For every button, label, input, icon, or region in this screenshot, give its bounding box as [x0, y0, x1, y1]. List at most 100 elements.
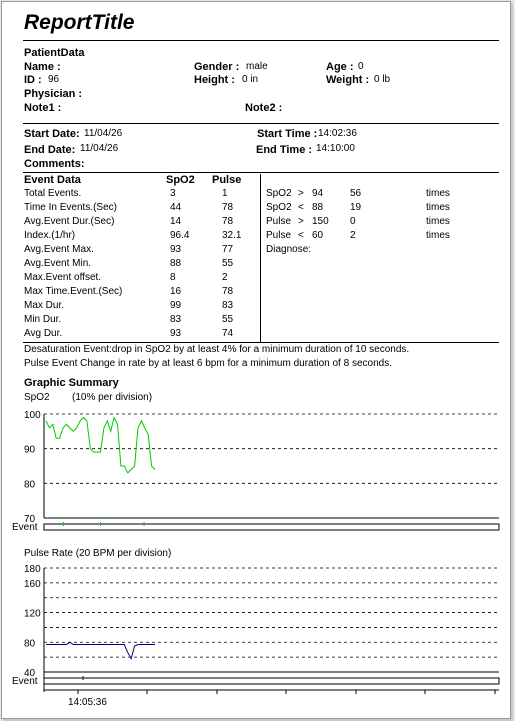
spo2-value-cell: 44	[170, 202, 182, 213]
threshold-param: Pulse	[266, 230, 292, 241]
spo2-value-cell: 93	[170, 328, 182, 339]
pulse-value-cell: 78	[222, 216, 234, 227]
chart-tick-label: 120	[24, 609, 41, 620]
threshold-operator: >	[298, 216, 304, 227]
table-separator	[260, 174, 261, 342]
chart-tick-label: 160	[24, 579, 41, 590]
end-time-value: 14:10:00	[316, 143, 355, 154]
desaturation-note: Desaturation Event:drop in SpO2 by at le…	[24, 344, 410, 355]
pulse-value-cell: 78	[222, 202, 234, 213]
threshold-count: 0	[350, 216, 356, 227]
threshold-param: SpO2	[266, 202, 292, 213]
pulse-value-cell: 55	[222, 314, 234, 325]
patient-section-label: PatientData	[24, 47, 85, 59]
pulse-chart-title: Pulse Rate (20 BPM per division)	[24, 548, 172, 559]
chart-tick-label: 80	[24, 638, 36, 649]
event-name-cell: Max Time.Event.(Sec)	[24, 286, 123, 297]
pulse-value-cell: 77	[222, 244, 234, 255]
id-value: 96	[48, 74, 60, 85]
threshold-value: 88	[312, 202, 324, 213]
physician-label: Physician :	[24, 88, 83, 100]
event-name-cell: Avg.Event Max.	[24, 244, 94, 255]
graphic-summary-label: Graphic Summary	[24, 377, 119, 389]
pulse-value-cell: 2	[222, 272, 228, 283]
start-date-value: 11/04/26	[84, 128, 123, 139]
spo2-value-cell: 16	[170, 286, 182, 297]
pulse-value-cell: 55	[222, 258, 234, 269]
chart-tick-label: 180	[24, 564, 41, 575]
start-date-label: Start Date:	[24, 128, 80, 140]
start-time-label: Start Time :	[257, 128, 318, 140]
spo2-chart-subtitle: (10% per division)	[72, 392, 153, 403]
id-label: ID :	[24, 74, 42, 86]
spo2-trace	[45, 416, 156, 474]
pulse-value-cell: 78	[222, 286, 234, 297]
threshold-count: 56	[350, 188, 362, 199]
end-time-label: End Time :	[256, 144, 313, 156]
threshold-count: 2	[350, 230, 356, 241]
pulse-value-cell: 1	[222, 188, 228, 199]
chart-tick-label: 80	[24, 479, 36, 490]
chart-tick-label: 90	[24, 445, 36, 456]
threshold-operator: >	[298, 188, 304, 199]
pulse-header: Pulse	[212, 174, 242, 186]
name-label: Name :	[24, 61, 61, 73]
pulse-value-cell: 74	[222, 328, 234, 339]
weight-value: 0 lb	[374, 74, 391, 85]
threshold-unit: times	[426, 216, 450, 227]
event-bar	[43, 523, 500, 531]
height-label: Height :	[194, 74, 235, 86]
comments-label: Comments:	[24, 158, 85, 170]
threshold-value: 60	[312, 230, 324, 241]
event-label: Event	[12, 522, 38, 533]
event-name-cell: Total Events.	[24, 188, 82, 199]
event-bar	[43, 677, 500, 685]
pulse-value-cell: 83	[222, 300, 234, 311]
time-axis-label: 14:05:36	[68, 697, 107, 708]
spo2-value-cell: 14	[170, 216, 182, 227]
pulse-trace	[46, 641, 155, 660]
note2-label: Note2 :	[245, 102, 283, 114]
note1-label: Note1 :	[24, 102, 62, 114]
end-date-label: End Date:	[24, 144, 76, 156]
chart-tick-label: 100	[24, 410, 41, 421]
spo2-value-cell: 83	[170, 314, 182, 325]
table-divider	[23, 342, 499, 343]
spo2-value-cell: 93	[170, 244, 182, 255]
threshold-param: Pulse	[266, 216, 292, 227]
end-date-value: 11/04/26	[80, 143, 119, 154]
spo2-header: SpO2	[166, 174, 195, 186]
gender-label: Gender :	[194, 61, 240, 73]
event-label: Event	[12, 676, 38, 687]
comments-divider	[23, 172, 499, 173]
gender-value: male	[246, 61, 268, 72]
event-name-cell: Max.Event offset.	[24, 272, 102, 283]
threshold-unit: times	[426, 188, 450, 199]
threshold-value: 150	[312, 216, 329, 227]
age-label: Age :	[326, 61, 354, 73]
diagnose-label: Diagnose:	[266, 244, 312, 255]
event-name-cell: Min Dur.	[24, 314, 62, 325]
height-value: 0 in	[242, 74, 259, 85]
weight-label: Weight :	[326, 74, 370, 86]
chart-tick-label: 70	[24, 514, 36, 525]
spo2-value-cell: 8	[170, 272, 176, 283]
event-name-cell: Max Dur.	[24, 300, 65, 311]
threshold-count: 19	[350, 202, 362, 213]
patient-divider	[23, 123, 499, 124]
threshold-unit: times	[426, 230, 450, 241]
event-name-cell: Index.(1/hr)	[24, 230, 76, 241]
report-title: ReportTitle	[24, 11, 135, 34]
spo2-chart-title: SpO2	[24, 392, 50, 403]
start-time-value: 14:02:36	[318, 128, 357, 139]
age-value: 0	[358, 61, 364, 72]
spo2-value-cell: 88	[170, 258, 182, 269]
event-name-cell: Avg.Event Dur.(Sec)	[24, 216, 115, 227]
pulse-event-note: Pulse Event Change in rate by at least 6…	[24, 358, 392, 369]
event-data-header: Event Data	[24, 174, 81, 186]
spo2-value-cell: 99	[170, 300, 182, 311]
threshold-param: SpO2	[266, 188, 292, 199]
chart-tick-label: 40	[24, 668, 36, 679]
